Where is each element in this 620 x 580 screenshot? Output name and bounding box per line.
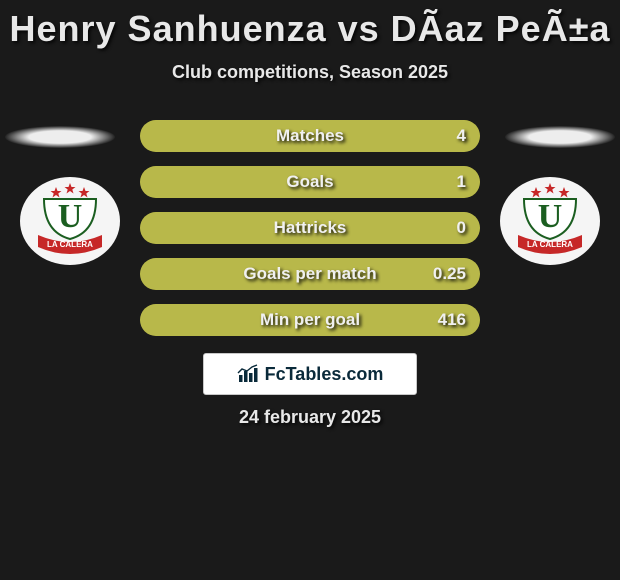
stats-list: Matches 4 Goals 1 Hattricks 0 Goals per match 0… [0,120,620,350]
stat-row: Matches 4 [140,120,480,152]
bar-chart-icon [237,364,259,384]
stat-label: Goals per match [243,264,376,284]
stat-value: 4 [457,126,466,146]
subtitle: Club competitions, Season 2025 [0,62,620,83]
widget-root: Henry Sanhuenza vs DÃ­az PeÃ±a Club comp… [0,0,620,580]
page-title: Henry Sanhuenza vs DÃ­az PeÃ±a [0,0,620,50]
stat-value: 416 [438,310,466,330]
stat-label: Min per goal [260,310,360,330]
stat-label: Matches [276,126,344,146]
stat-row: Min per goal 416 [140,304,480,336]
stat-row: Hattricks 0 [140,212,480,244]
stat-value: 1 [457,172,466,192]
fctables-label: FcTables.com [265,364,384,385]
stat-value: 0.25 [433,264,466,284]
stat-row: Goals 1 [140,166,480,198]
date-label: 24 february 2025 [0,407,620,428]
stat-row: Goals per match 0.25 [140,258,480,290]
stat-value: 0 [457,218,466,238]
fctables-attribution[interactable]: FcTables.com [203,353,417,395]
stat-label: Hattricks [274,218,347,238]
stat-label: Goals [286,172,333,192]
